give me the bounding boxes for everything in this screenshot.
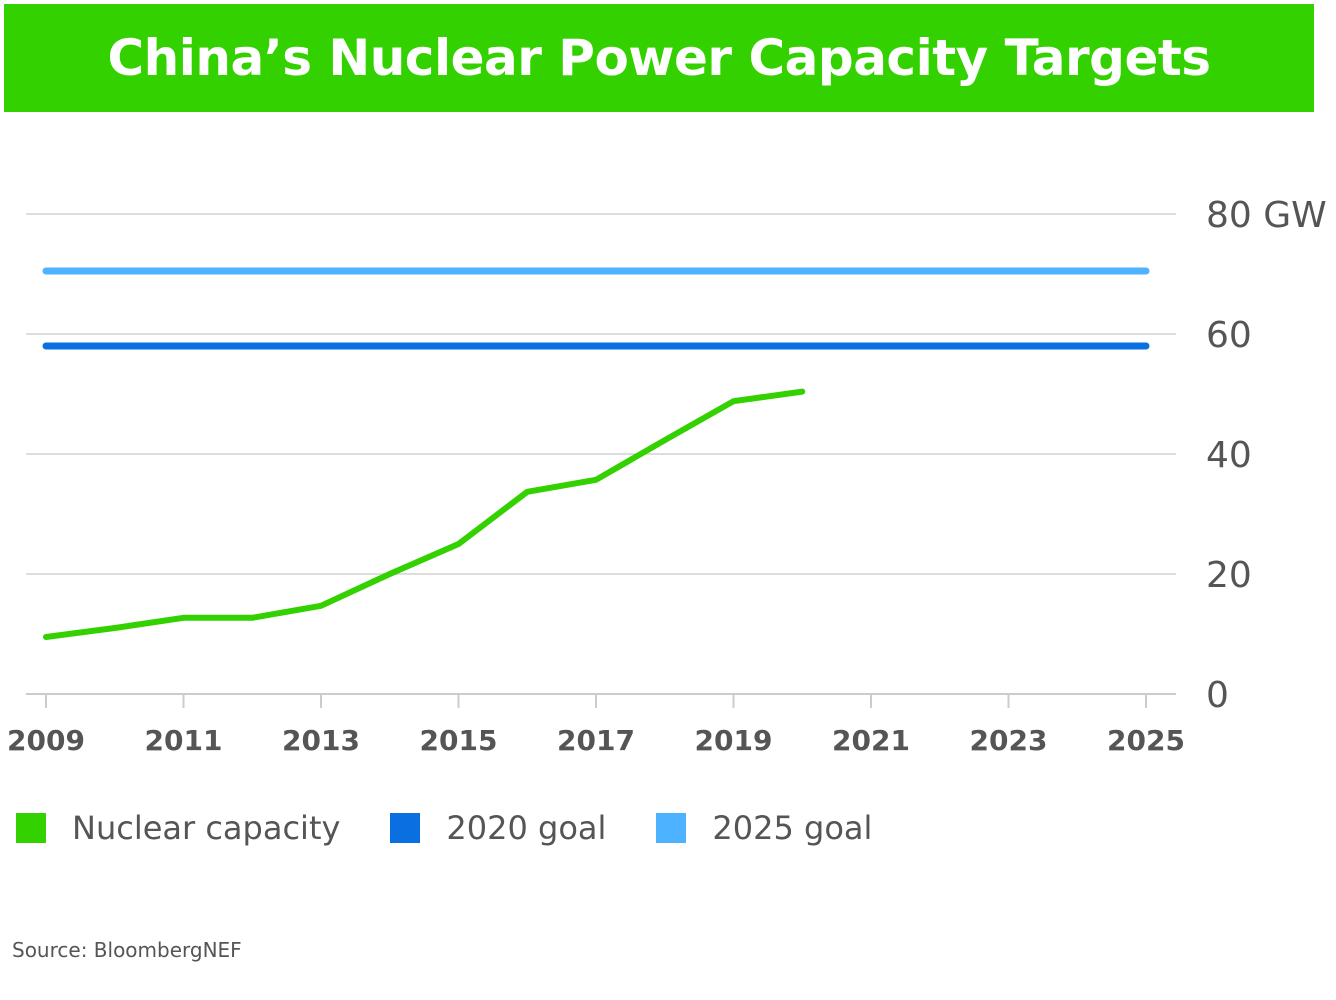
legend-item-2020-goal: 2020 goal (390, 809, 606, 847)
legend: Nuclear capacity 2020 goal 2025 goal (16, 806, 922, 850)
legend-label-2020-goal: 2020 goal (446, 809, 607, 847)
title-bar: China’s Nuclear Power Capacity Targets (4, 4, 1314, 112)
legend-item-nuclear-capacity: Nuclear capacity (16, 809, 340, 847)
legend-label-nuclear-capacity: Nuclear capacity (72, 809, 341, 847)
legend-swatch-2020-goal (390, 813, 421, 843)
y-tick-label-60: 60 (1206, 315, 1252, 356)
x-tick-label-2011: 2011 (145, 724, 223, 757)
y-tick-label-20: 20 (1206, 555, 1252, 596)
y-tick-label-80: 80 GW (1206, 195, 1327, 236)
x-tick-label-2015: 2015 (420, 724, 498, 757)
legend-item-2025-goal: 2025 goal (656, 809, 872, 847)
x-tick-label-2017: 2017 (557, 724, 635, 757)
y-tick-label-0: 0 (1206, 675, 1229, 716)
x-tick-label-2021: 2021 (832, 724, 910, 757)
series-line-nuclear-capacity (43, 388, 806, 640)
y-tick-label-40: 40 (1206, 435, 1252, 476)
legend-swatch-nuclear-capacity (16, 813, 46, 843)
legend-label-2025-goal: 2025 goal (712, 809, 873, 847)
legend-swatch-2025-goal (656, 813, 687, 843)
x-tick-label-2009: 2009 (7, 724, 85, 757)
source-note: Source: BloombergNEF (12, 938, 242, 962)
chart-title: China’s Nuclear Power Capacity Targets (107, 29, 1211, 87)
x-tick-label-2023: 2023 (970, 724, 1048, 757)
line-chart: 0 20 40 60 80 GW 2009 2011 2013 2015 2017 2019 2021… (7, 195, 1327, 757)
x-tick-label-2019: 2019 (695, 724, 773, 757)
x-tick-label-2013: 2013 (282, 724, 360, 757)
x-tick-label-2025: 2025 (1107, 724, 1185, 757)
